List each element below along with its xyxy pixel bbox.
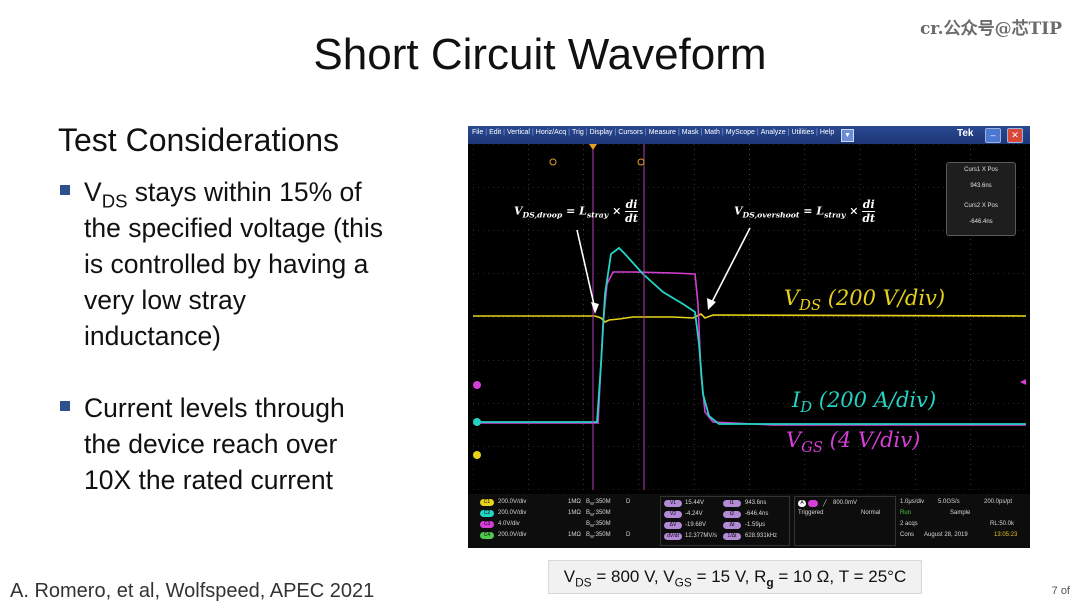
droop-arrowhead [591, 302, 599, 314]
cursor-readout-box[interactable]: Curs1 X Pos 943.6ns Curs2 X Pos -646.4ns [946, 162, 1016, 236]
channel-settings[interactable]: C1 200.0V/div 1MΩ BW:350M D C2 200.0V/di… [476, 496, 652, 544]
graticule-grid [473, 144, 1026, 490]
cursor-b-marker [637, 158, 645, 166]
trigger-source-icon [808, 500, 818, 507]
menu-separator: | [585, 129, 588, 136]
bullet-marker [60, 185, 70, 195]
ch3-marker [473, 381, 481, 389]
ch2-marker [473, 418, 481, 426]
menu-separator: | [614, 129, 617, 136]
scope-menu: File | Edit | Vertical | Horiz/Acq | Trig | Displa… [472, 129, 836, 136]
channel-markers [473, 144, 1026, 459]
menu-separator: | [677, 129, 680, 136]
bullet-vds: VDS stays within 15% of the specified vo… [60, 174, 440, 354]
close-icon[interactable]: ✕ [1007, 128, 1023, 143]
page-number: 7 of [1051, 585, 1070, 597]
minimize-icon[interactable]: – [985, 128, 1001, 143]
menu-item-file[interactable]: File [472, 129, 484, 136]
id-label: ID (200 A/div) [792, 388, 937, 417]
trigger-level-marker [1020, 379, 1026, 385]
overshoot-arrowhead [707, 298, 716, 310]
acquisition-settings[interactable]: 1.0μs/div 5.0GS/s 200.0ps/pt Run Sample … [900, 499, 1018, 538]
menu-item-cursors[interactable]: Cursors [618, 129, 643, 136]
waveform-traces [473, 246, 1026, 426]
overshoot-equation: VDS,overshoot = Lstray × di dt [734, 198, 876, 225]
menu-separator: | [700, 129, 703, 136]
vds-label: VDS (200 V/div) [784, 286, 946, 315]
slide-title: Short Circuit Waveform [313, 30, 767, 79]
bullet-marker [60, 401, 70, 411]
droop-equation: VDS,droop = Lstray × di dt [514, 198, 638, 225]
watermark: cr.公众号@芯TIP [919, 19, 1062, 39]
citation: A. Romero, et al, Wolfspeed, APEC 2021 [10, 580, 375, 602]
scope-menubar: File | Edit | Vertical | Horiz/Acq | Trig | Displa… [468, 126, 1030, 144]
menu-item-analyze[interactable]: Analyze [760, 129, 786, 136]
menu-item-trig[interactable]: Trig [571, 129, 584, 136]
menu-separator: | [485, 129, 488, 136]
slide-subtitle: Test Considerations [58, 122, 340, 158]
scope-graticule [473, 144, 1026, 490]
menu-item-myscope[interactable]: MyScope [725, 129, 755, 136]
menu-item-utilities[interactable]: Utilities [791, 129, 815, 136]
menu-item-horizacq[interactable]: Horiz/Acq [535, 129, 567, 136]
menu-separator: | [756, 129, 759, 136]
cursor-lines [592, 144, 645, 490]
overshoot-arrow [710, 227, 751, 305]
vds-trace [473, 313, 1026, 323]
dropdown-icon[interactable]: ▼ [841, 129, 854, 142]
menu-item-measure[interactable]: Measure [648, 129, 676, 136]
vgs-label: VGS (4 V/div) [786, 428, 921, 457]
menu-separator: | [787, 129, 790, 136]
menu-item-edit[interactable]: Edit [489, 129, 502, 136]
scope-readout-panel: C1 200.0V/div 1MΩ BW:350M D C2 200.0V/di… [468, 494, 1030, 548]
menu-item-display[interactable]: Display [589, 129, 613, 136]
id-trace [473, 246, 1026, 425]
menu-item-math[interactable]: Math [704, 129, 720, 136]
cursor-a-marker [549, 158, 557, 166]
tek-logo: Tek [957, 128, 974, 139]
droop-arrow [576, 229, 596, 310]
ch1-marker [473, 451, 481, 459]
menu-separator: | [531, 129, 534, 136]
trigger-settings[interactable]: A ╱ 800.0mV Triggered Normal [794, 496, 896, 546]
menu-item-mask[interactable]: Mask [681, 129, 699, 136]
menu-separator: | [721, 129, 724, 136]
trigger-slope-icon: ╱ [823, 501, 827, 507]
menu-item-vertical[interactable]: Vertical [507, 129, 530, 136]
menu-separator: | [568, 129, 570, 136]
menu-separator: | [816, 129, 818, 136]
annotation-arrows [576, 227, 751, 314]
cursor-measurements[interactable]: V1 15.44V t1 943.6ns V2 -4.24V t2 -646.4… [660, 496, 790, 546]
bullet-current: Current levels through the device reach … [60, 390, 440, 500]
menu-item-help[interactable]: Help [819, 129, 835, 136]
oscilloscope-screenshot: File | Edit | Vertical | Horiz/Acq | Trig | Displa… [468, 126, 1030, 548]
test-conditions: VDS = 800 V, VGS = 15 V, Rg = 10 Ω, T = … [548, 560, 922, 594]
menu-separator: | [644, 129, 647, 136]
menu-separator: | [503, 129, 505, 136]
trigger-position-marker [589, 144, 597, 150]
